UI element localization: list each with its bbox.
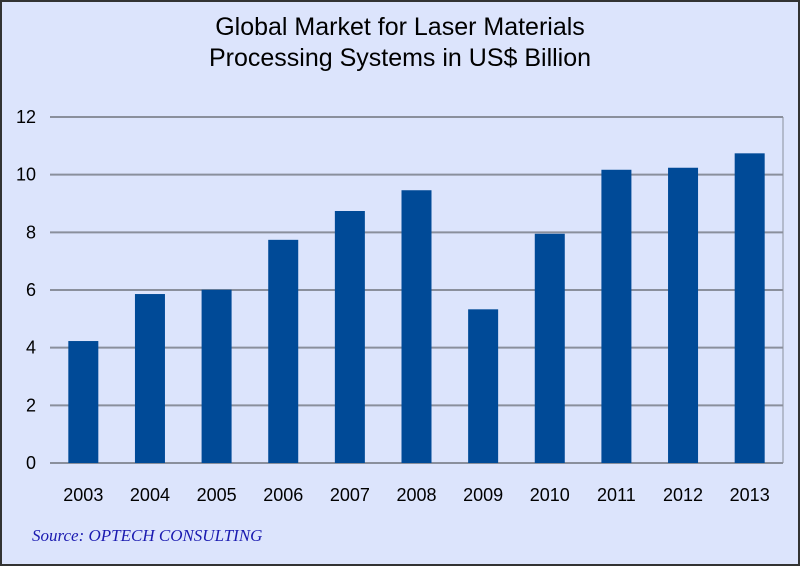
bar-2011 bbox=[601, 169, 632, 463]
bar-2012 bbox=[668, 167, 699, 463]
x-tick-label: 2006 bbox=[263, 485, 303, 505]
bar-2008 bbox=[401, 190, 432, 463]
x-tick-label: 2008 bbox=[396, 485, 436, 505]
x-tick-label: 2011 bbox=[597, 485, 636, 505]
y-tick-label: 12 bbox=[16, 107, 36, 127]
bar-2009 bbox=[468, 309, 499, 463]
x-tick-label: 2009 bbox=[463, 485, 503, 505]
x-tick-label: 2012 bbox=[663, 485, 703, 505]
source-note: Source: OPTECH CONSULTING bbox=[32, 526, 263, 545]
chart-title-line-2: Processing Systems in US$ Billion bbox=[208, 44, 592, 72]
y-tick-label: 2 bbox=[26, 395, 36, 415]
bar-2004 bbox=[134, 294, 165, 463]
x-tick-label: 2013 bbox=[730, 485, 770, 505]
x-tick-label: 2005 bbox=[197, 485, 237, 505]
y-tick-label: 0 bbox=[26, 453, 36, 473]
y-tick-label: 10 bbox=[16, 165, 36, 185]
y-tick-label: 4 bbox=[26, 338, 36, 358]
y-tick-label: 8 bbox=[26, 222, 36, 242]
x-tick-label: 2007 bbox=[330, 485, 370, 505]
chart-title: Global Market for Laser Materials Proces… bbox=[2, 12, 798, 74]
bar-2006 bbox=[268, 239, 299, 463]
bar-2010 bbox=[534, 233, 565, 463]
y-tick-label: 6 bbox=[26, 280, 36, 300]
bar-2007 bbox=[334, 210, 365, 463]
chart-title-line-1: Global Market for Laser Materials bbox=[215, 13, 585, 41]
bar-2005 bbox=[201, 289, 232, 463]
x-tick-label: 2010 bbox=[530, 485, 570, 505]
x-tick-label: 2003 bbox=[63, 485, 103, 505]
x-tick-label: 2004 bbox=[130, 485, 170, 505]
bar-2013 bbox=[734, 153, 765, 463]
bar-2003 bbox=[68, 341, 99, 463]
